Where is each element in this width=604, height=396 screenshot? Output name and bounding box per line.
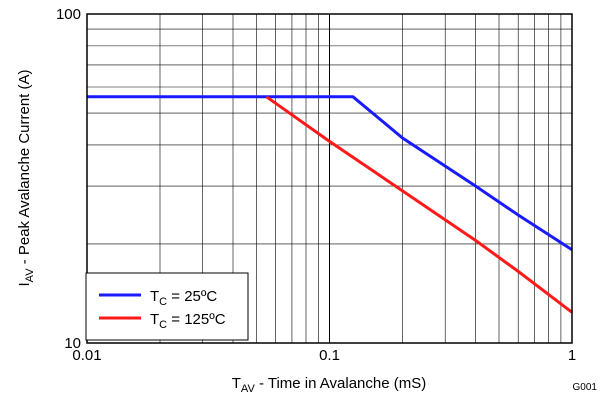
x-tick-label: 0.1 [319, 347, 340, 364]
series-line-0 [87, 95, 573, 252]
x-tick-label: 1 [568, 347, 576, 364]
legend-label-125c: TC = 125ºC [150, 311, 226, 331]
x-axis-label: TAV - Time in Avalanche (mS) [232, 375, 426, 395]
x-tick-label: 0.01 [72, 347, 101, 364]
y-tick-label: 100 [56, 6, 81, 23]
grid [87, 14, 572, 343]
legend-box [85, 272, 249, 341]
series-line-1 [265, 95, 573, 314]
series-layer [87, 95, 573, 314]
legend: TC = 25ºC TC = 125ºC [85, 272, 249, 341]
plot-frame [86, 13, 573, 344]
y-tick-label: 10 [64, 335, 81, 352]
legend-label-25c: TC = 25ºC [150, 288, 217, 308]
tick-labels: 0.01 0.1 1 10 100 [56, 6, 576, 364]
figure-id: G001 [573, 382, 598, 393]
y-axis-label: IAV - Peak Avalanche Current (A) [16, 69, 36, 286]
